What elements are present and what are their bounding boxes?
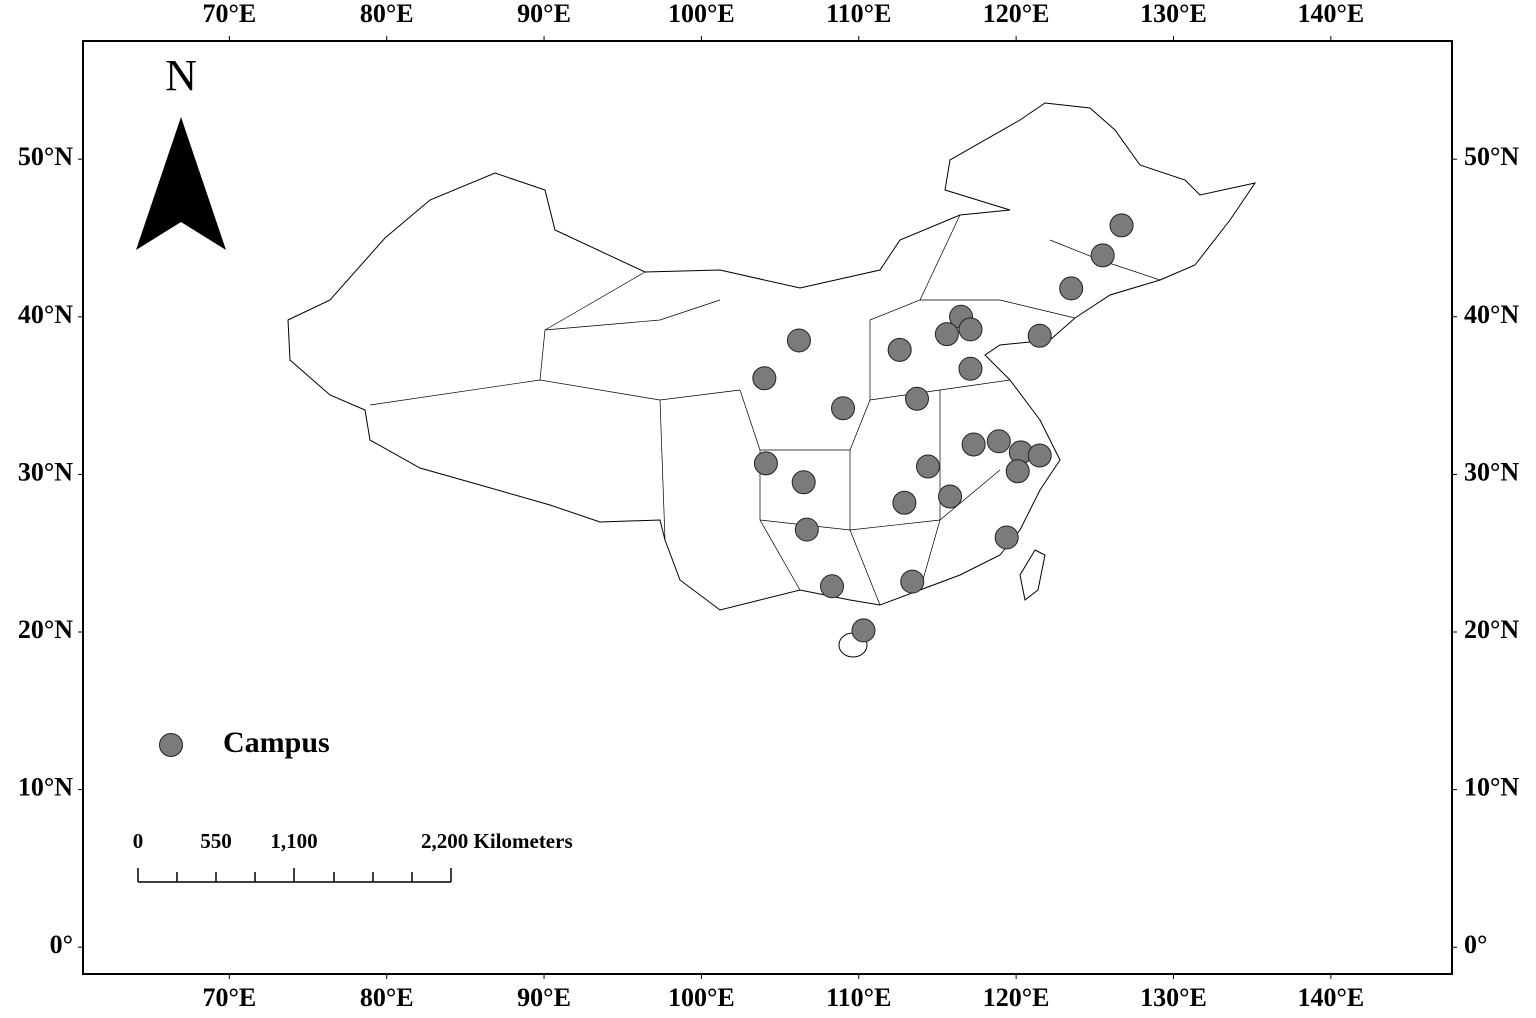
y-tick-label: 0° (50, 930, 73, 959)
campus-point (900, 569, 925, 594)
campus-point (916, 454, 941, 479)
scale-label: 1,100 (270, 829, 317, 853)
x-tick-label: 70°E (202, 983, 256, 1012)
x-tick-label: 130°E (1140, 0, 1207, 28)
x-tick-label: 100°E (668, 983, 735, 1012)
campus-point (752, 366, 777, 391)
campus-point (791, 470, 816, 495)
country-outline (287, 102, 1257, 658)
legend-marker (159, 733, 183, 757)
campus-point (892, 490, 917, 515)
campus-point (753, 451, 778, 476)
y-tick-label: 0° (1464, 930, 1487, 959)
campus-point (887, 337, 912, 362)
campus-point (1027, 443, 1052, 468)
north-label: N (165, 51, 197, 100)
campus-point (1005, 459, 1030, 484)
campus-point (938, 484, 963, 509)
campus-point (831, 396, 856, 421)
scale-label: 550 (200, 829, 232, 853)
x-tick-label: 120°E (983, 0, 1050, 28)
scale-label: 0 (133, 829, 144, 853)
y-tick-label: 50°N (18, 142, 73, 171)
campus-point (986, 429, 1011, 454)
x-tick-label: 140°E (1297, 0, 1364, 28)
campus-point (961, 432, 986, 457)
y-tick-label: 20°N (18, 615, 73, 644)
y-tick-label: 30°N (1464, 457, 1519, 486)
x-tick-label: 90°E (517, 983, 571, 1012)
y-tick-label: 10°N (1464, 773, 1519, 802)
campus-point (958, 317, 983, 342)
scale-label: 2,200 Kilometers (421, 829, 573, 853)
x-tick-label: 120°E (983, 983, 1050, 1012)
north-arrow-shape (136, 117, 226, 250)
campus-point (1027, 323, 1052, 348)
map-frame (82, 40, 1453, 975)
campus-point (794, 517, 819, 542)
x-tick-label: 80°E (360, 0, 414, 28)
x-tick-label: 110°E (826, 983, 891, 1012)
campus-point (904, 386, 929, 411)
y-tick-label: 20°N (1464, 615, 1519, 644)
north-arrow: N (136, 51, 226, 250)
y-tick-label: 10°N (18, 773, 73, 802)
y-tick-label: 40°N (1464, 300, 1519, 329)
x-tick-label: 80°E (360, 983, 414, 1012)
x-tick-label: 90°E (517, 0, 571, 28)
x-tick-label: 130°E (1140, 983, 1207, 1012)
x-tick-label: 100°E (668, 0, 735, 28)
campus-point (851, 618, 876, 643)
campus-point (1059, 276, 1084, 301)
y-tick-label: 40°N (18, 300, 73, 329)
x-tick-label: 70°E (202, 0, 256, 28)
campus-point (958, 356, 983, 381)
campus-point (1090, 243, 1115, 268)
x-tick-label: 140°E (1297, 983, 1364, 1012)
campus-point (1109, 213, 1134, 238)
campus-point (786, 328, 811, 353)
scale-bar: 0 550 1,100 2,200 Kilometers (133, 829, 573, 883)
y-tick-label: 30°N (18, 457, 73, 486)
legend-label: Campus (223, 726, 330, 759)
x-tick-label: 110°E (826, 0, 891, 28)
campus-point (994, 525, 1019, 550)
campus-point (820, 574, 845, 599)
campus-point (934, 322, 959, 347)
y-tick-label: 50°N (1464, 142, 1519, 171)
